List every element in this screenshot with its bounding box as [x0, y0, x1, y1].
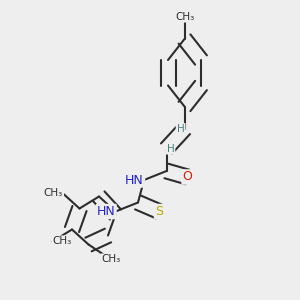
Text: S: S [155, 205, 163, 218]
Text: H: H [177, 124, 184, 134]
Text: O: O [183, 170, 192, 184]
Text: CH₃: CH₃ [101, 254, 121, 265]
Text: CH₃: CH₃ [44, 188, 63, 199]
Text: H: H [167, 143, 174, 154]
Text: HN: HN [97, 205, 116, 218]
Text: CH₃: CH₃ [175, 11, 194, 22]
Text: HN: HN [125, 173, 144, 187]
Text: CH₃: CH₃ [52, 236, 72, 247]
